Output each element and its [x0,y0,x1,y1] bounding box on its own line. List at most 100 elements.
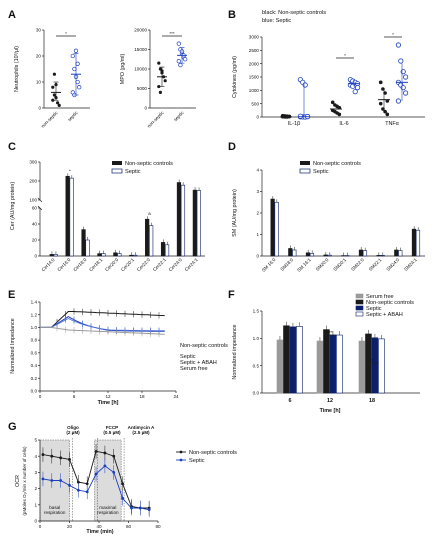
panel-letter-e: E [8,289,15,301]
panel-letter-c: C [8,141,16,153]
B-point-nonseptic [337,112,342,117]
C-bar-ctrl [65,175,70,257]
F-legend-swatch-sept [355,305,364,311]
E-y-tick-label: 1.0 [31,325,38,330]
E-y-tick-label: 1.2 [31,312,38,317]
C-bar-ctrl [113,252,118,257]
A1-point-nonseptic [51,85,55,89]
D-bar-ctrl [394,249,399,257]
B-x-tick-label: IL-6 [339,121,348,127]
F-legend-swatch-abah [355,311,364,317]
F-legend-ctrl: Non-septic controls [366,300,414,306]
F-legend-abah: Septic + ABAH [366,312,403,318]
C-y-tick-label: 60 [32,206,38,211]
G-point-septic [121,496,124,500]
A2-point-septic [176,59,181,64]
G-ylabel2: (pMoles O₂/min x number of cells) [22,446,27,516]
C-y-tick-label: 20 [32,238,38,243]
G-y-tick-label: 0 [34,519,37,524]
C-x-tick-label: Cer14:0 [41,257,56,272]
G-injection-dose: (2.5 µM) [132,430,150,435]
G-x-tick-label: 0 [39,524,42,529]
G-point-septic [50,479,54,482]
C-x-tick-label: Cer22:0 [136,257,151,272]
G-point-septic [41,477,45,481]
G-region-label: basal [49,505,60,510]
C-y-tick-label: 300 [29,160,37,165]
D-bar-septic [362,250,368,257]
C-bar-septic [101,253,106,257]
C-sig-marker: * [69,168,71,173]
B-y-tick-label: 1500 [249,75,260,80]
E-line-ctrl [40,311,165,328]
F-bar-free [316,340,324,394]
G-point-septic [130,506,133,510]
B-point-septic [297,113,303,119]
G-point-ctrl [85,482,89,486]
G-y-tick-label: 1 [34,502,37,507]
C-x-tick-label: Cer20:0 [104,257,119,272]
G-legend-marker-septic [179,458,183,462]
B-point-nonseptic [378,80,383,85]
F-sig-label: *** [327,330,333,335]
F-bar-ctrl [365,333,372,394]
A1-point-septic [70,53,75,59]
C-x-tick-label: Cer18:1 [88,257,103,272]
A1-x-tick-label: septic [67,110,80,123]
C-legend-septic: Septic [125,169,141,175]
C-bar-septic [180,184,186,257]
E-line-abah [40,318,165,331]
G-y-tick-label: 2 [34,486,37,491]
C-legend-swatch-ctrl [112,161,122,165]
D-x-tick-label: SM20:0 [315,257,330,272]
G-injection-dose: (0.5 µM) [103,430,121,435]
C-x-tick-label: Cer20:1 [120,257,135,272]
B-point-septic [400,85,406,91]
A1-point-nonseptic [56,101,60,105]
B-y-tick-label: 2000 [249,61,260,66]
C-bar-ctrl [160,242,166,257]
C-legend-swatch-septic [111,168,123,174]
G-x-tick-label: 40 [96,524,102,529]
A1-sig-label: * [65,31,67,36]
F-legend-swatch-free [355,293,364,299]
G-point-ctrl [68,458,71,461]
D-legend-ctrl: Non-septic controls [313,161,361,167]
G-y-tick-label: 4 [34,454,37,459]
F-bar-free [358,340,366,394]
D-bar-ctrl [411,228,417,257]
D-y-tick-label: 0 [256,254,259,259]
E-x-tick-label: 0 [39,394,42,399]
D-legend-septic: Septic [313,169,329,175]
E-y-tick-label: 0.6 [31,350,38,355]
A1-point-nonseptic [52,93,57,97]
A1-point-nonseptic [52,72,57,76]
C-bar-septic [117,253,122,257]
G-point-ctrl [103,451,107,455]
E-y-tick-label: 0.2 [31,376,38,381]
G-legend-marker-ctrl [179,450,183,454]
D-bar-ctrl [323,254,328,257]
A2-y-tick-label: 20000 [134,28,147,33]
C-bar-septic [164,244,170,257]
C-ylabel: Cer (AU/mg protein) [10,182,16,230]
E-y-tick-label: 0.0 [31,389,38,394]
F-bar-abah [336,334,343,394]
B-point-septic [402,74,409,80]
E-ylabel: Normalized Impedance [10,318,16,373]
B-legend-black: black: Non-septic controls [262,10,326,16]
E-x-tick-label: 18 [139,394,145,399]
F-y-tick-label: 1.0 [253,336,260,341]
G-x-tick-label: 80 [155,524,161,529]
A2-x-tick-label: non-septic [146,110,165,129]
G-point-septic [76,488,80,492]
C-bar-ctrl [176,182,182,257]
panel-letter-b: B [228,9,236,21]
F-legend-sept: Septic [366,306,382,312]
G-legend-ctrl: Non-septic controls [189,450,237,456]
F-y-tick-label: 0.0 [253,391,260,396]
B-point-septic [395,98,401,104]
G-point-septic [138,506,142,510]
A2-y-tick-label: 0 [144,106,147,111]
F-bar-ctrl [283,325,290,394]
